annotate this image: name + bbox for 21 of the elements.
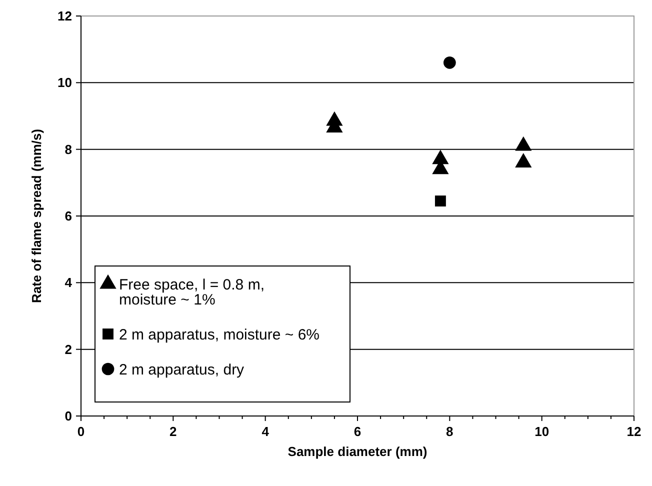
x-axis-title: Sample diameter (mm) bbox=[288, 444, 428, 459]
x-tick-label: 4 bbox=[262, 424, 270, 439]
y-tick-label: 12 bbox=[58, 8, 72, 24]
point bbox=[515, 136, 532, 151]
legend-label: Free space, l = 0.8 m, moisture ~ 1% bbox=[119, 276, 264, 308]
y-tick-label: 8 bbox=[64, 142, 72, 157]
x-tick-label: 10 bbox=[534, 424, 550, 439]
x-tick-label: 8 bbox=[446, 424, 454, 439]
y-tick-label: 4 bbox=[64, 275, 73, 290]
y-tick-label: 0 bbox=[64, 408, 72, 424]
y-tick-label: 2 bbox=[64, 342, 72, 357]
legend-label: 2 m apparatus, dry bbox=[119, 361, 245, 378]
x-tick-label: 6 bbox=[354, 424, 362, 439]
legend-label: 2 m apparatus, moisture ~ 6% bbox=[119, 326, 320, 344]
point bbox=[515, 153, 532, 168]
x-tick-label: 0 bbox=[77, 424, 85, 439]
y-tick-label: 6 bbox=[64, 208, 72, 224]
x-tick-label: 2 bbox=[170, 424, 177, 439]
x-tick-label: 12 bbox=[626, 424, 642, 439]
y-tick-label: 10 bbox=[58, 75, 72, 90]
y-axis-title: Rate of flame spread (mm/s) bbox=[29, 128, 44, 304]
